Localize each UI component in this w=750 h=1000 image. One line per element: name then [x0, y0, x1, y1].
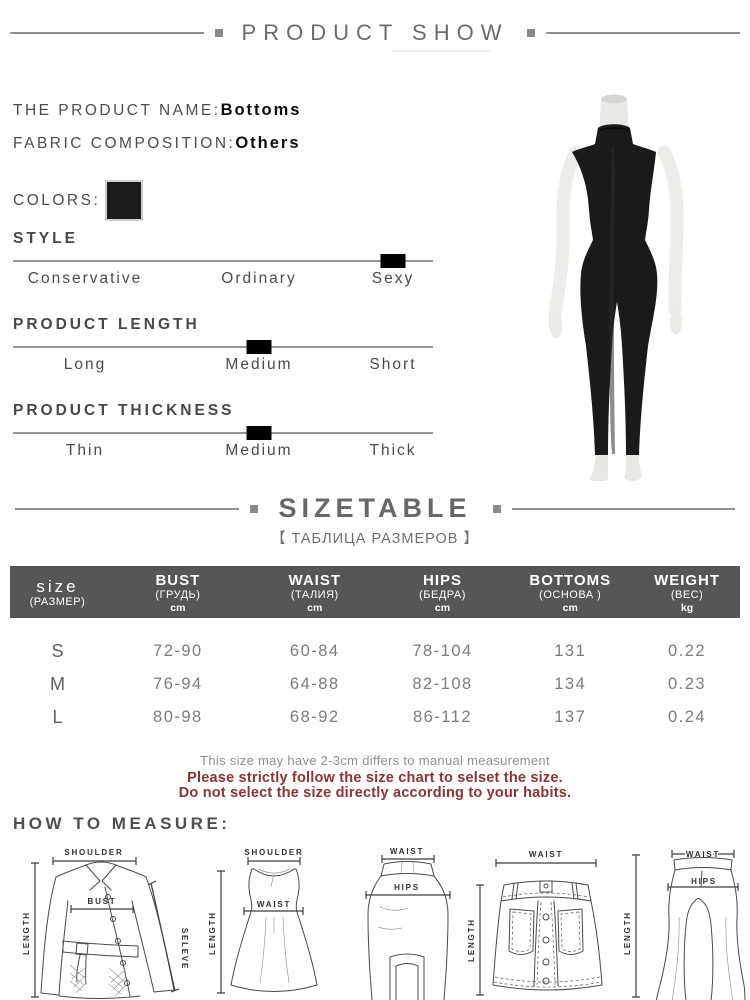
option-label: Thick	[369, 442, 417, 459]
option-label: Short	[369, 356, 417, 373]
table-row-s: S 72-90 60-84 78-104 131 0.22	[51, 641, 707, 661]
black-jumpsuit	[572, 124, 658, 455]
svg-text:LENGTH: LENGTH	[623, 911, 632, 955]
product-name-row: THE PRODUCT NAME:Bottoms	[13, 101, 301, 120]
colors-row: COLORS:	[13, 192, 100, 210]
collar-seam	[599, 127, 629, 131]
column-header-weight: WEIGHT (ВЕС) kg	[654, 572, 721, 614]
option-label: Sexy	[371, 270, 415, 287]
square-bullet-icon	[214, 29, 223, 37]
svg-text:SHOULDER: SHOULDER	[64, 848, 123, 857]
mannequin-right-hand	[669, 306, 682, 335]
product-name-label: THE PRODUCT NAME:	[13, 102, 221, 119]
how-to-measure-title: HOW TO MEASURE:	[13, 814, 231, 833]
column-header-bust: BUST (ГРУДЬ) cm	[155, 572, 201, 614]
selected-option-marker	[246, 426, 272, 440]
size-table: size (РАЗМЕР) BUST (ГРУДЬ) cm WAIST (ТАЛ…	[10, 566, 740, 734]
product-photo	[492, 86, 748, 482]
option-label: Thin	[65, 442, 105, 459]
sizetable-title: SIZETABLE	[278, 493, 472, 523]
attribute-options: Conservative Ordinary Sexy	[13, 270, 433, 290]
svg-text:SHOULDER: SHOULDER	[244, 848, 303, 857]
svg-text:LENGTH: LENGTH	[208, 911, 217, 955]
divider-line	[511, 507, 735, 510]
column-header-waist: WAIST (ТАЛИЯ) cm	[288, 572, 342, 614]
table-row-m: M 76-94 64-88 82-108 134 0.23	[49, 674, 707, 694]
table-header-row: size (РАЗМЕР) BUST (ГРУДЬ) cm WAIST (ТАЛ…	[10, 566, 740, 618]
attribute-label: STYLE	[13, 230, 78, 247]
option-label: Conservative	[27, 270, 143, 287]
fabric-row: FABRIC COMPOSITION:Others	[13, 134, 301, 153]
selected-option-marker	[380, 254, 406, 268]
attribute-options: Long Medium Short	[13, 356, 433, 376]
attribute-scale-line	[13, 260, 433, 262]
dress-diagram: SHOULDER LENGTH WAIST	[208, 845, 328, 1000]
product-name-value: Bottoms	[220, 101, 302, 119]
svg-text:WAIST: WAIST	[529, 850, 563, 859]
square-bullet-icon	[527, 29, 536, 37]
divider-line	[10, 32, 204, 34]
svg-text:BUST: BUST	[88, 897, 117, 906]
svg-text:WAIST: WAIST	[390, 847, 424, 856]
mannequin-left-foot	[589, 455, 608, 482]
mannequin-jumpsuit-image	[548, 94, 684, 482]
table-body: S 72-90 60-84 78-104 131 0.22 M 76-94 64…	[10, 618, 740, 734]
attribute-scale-line	[13, 346, 433, 348]
size-warning-2: Do not select the size directly accordin…	[178, 785, 572, 801]
thickness-attribute-section: PRODUCT THICKNESS Thin Medium Thick	[13, 402, 433, 472]
colors-label: COLORS:	[13, 192, 101, 209]
coat-diagram: SHOULDER LENGTH	[8, 845, 198, 1000]
measure-diagrams: SHOULDER LENGTH	[0, 845, 750, 1000]
svg-text:SELEVE: SELEVE	[180, 928, 189, 970]
divider-line	[15, 507, 239, 510]
selected-option-marker	[246, 340, 272, 354]
square-bullet-icon	[492, 504, 501, 513]
column-header-size: size (РАЗМЕР)	[29, 576, 86, 609]
option-label: Ordinary	[221, 270, 297, 287]
fabric-label: FABRIC COMPOSITION:	[13, 135, 236, 152]
measurement-note: This size may have 2-3cm differs to manu…	[200, 753, 550, 768]
attribute-label: PRODUCT LENGTH	[13, 316, 200, 333]
sizetable-subtitle: 【 ТАБЛИЦА РАЗМЕРОВ 】	[270, 531, 479, 547]
option-label: Medium	[225, 442, 293, 459]
table-row-l: L 80-98 68-92 86-112 137 0.24	[52, 707, 707, 727]
column-header-bottoms: BOTTOMS (ОСНОВА ) cm	[529, 572, 612, 614]
mannequin-left-arm	[548, 145, 583, 321]
length-attribute-section: PRODUCT LENGTH Long Medium Short	[13, 316, 433, 386]
option-label: Medium	[225, 356, 293, 373]
mini-skirt-diagram: WAIST LENGTH	[468, 845, 618, 1000]
pants-diagram: LENGTH WAIST HIPS	[622, 845, 746, 1000]
mannequin-right-foot	[624, 455, 642, 481]
attribute-scale-line	[13, 432, 433, 434]
svg-text:HIPS: HIPS	[394, 883, 420, 892]
attribute-label: PRODUCT THICKNESS	[13, 402, 235, 419]
fabric-value: Others	[235, 134, 301, 152]
pencil-skirt-diagram: WAIST HIPS	[358, 845, 458, 1000]
product-show-header: PRODUCT SHOW	[0, 20, 750, 52]
column-header-hips: HIPS (БЕДРА) cm	[419, 572, 466, 614]
sizetable-header: SIZETABLE	[0, 493, 750, 524]
svg-text:LENGTH: LENGTH	[22, 911, 31, 955]
divider-line	[546, 32, 740, 34]
square-bullet-icon	[249, 504, 258, 513]
mannequin-right-arm	[657, 145, 684, 317]
attribute-options: Thin Medium Thick	[13, 442, 433, 462]
svg-text:LENGTH: LENGTH	[468, 918, 476, 962]
color-swatch	[105, 180, 143, 221]
option-label: Long	[63, 356, 107, 373]
svg-text:HIPS: HIPS	[691, 877, 717, 886]
style-attribute-section: STYLE Conservative Ordinary Sexy	[13, 230, 433, 300]
svg-text:WAIST: WAIST	[257, 900, 291, 909]
page-title: PRODUCT SHOW	[234, 20, 517, 52]
size-warning-1: Please strictly follow the size chart to…	[187, 770, 563, 786]
mannequin-left-hand	[548, 309, 563, 339]
